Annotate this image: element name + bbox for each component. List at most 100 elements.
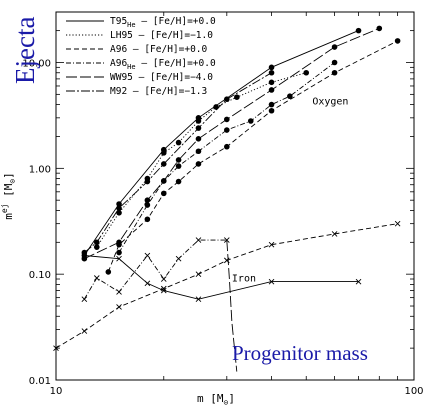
series-line	[83, 30, 359, 256]
data-point	[116, 304, 122, 310]
legend-label: M92 – [Fe/H]=−1.3	[110, 86, 207, 97]
data-point	[53, 345, 59, 351]
data-point	[247, 118, 254, 124]
series-line	[107, 40, 398, 273]
series-oxygen-2	[105, 38, 401, 275]
data-point	[144, 178, 151, 185]
series-line	[118, 62, 335, 253]
data-point	[331, 44, 338, 50]
data-point	[268, 69, 275, 76]
data-point	[116, 201, 122, 207]
data-point	[355, 27, 362, 34]
data-point	[116, 239, 122, 246]
data-point	[144, 216, 151, 223]
data-point	[81, 328, 88, 334]
legend-label: A96 – [Fe/H]=+0.0	[110, 44, 208, 55]
series-line	[84, 72, 272, 253]
data-point	[195, 136, 202, 142]
data-point	[195, 296, 202, 303]
annotation-iron: Iron	[232, 274, 256, 285]
data-point	[175, 139, 182, 146]
data-point	[175, 255, 182, 262]
data-point	[331, 231, 338, 237]
data-point	[105, 269, 112, 275]
data-point	[195, 237, 202, 243]
y-tick-label: 0.10	[29, 270, 51, 281]
data-point	[213, 104, 219, 110]
series-iron-8	[81, 237, 230, 303]
data-point	[331, 69, 338, 76]
data-point	[81, 252, 88, 259]
data-point	[160, 161, 167, 167]
annotation-oxygen: Oxygen	[312, 97, 348, 108]
progenitor-mass-label: Progenitor mass	[232, 341, 368, 365]
series-oxygen-4	[81, 25, 383, 262]
series-iron-6	[81, 252, 362, 303]
data-point	[224, 127, 230, 133]
title-ejecta: Ejecta	[10, 17, 40, 84]
data-point	[144, 280, 151, 287]
data-point	[224, 116, 230, 123]
data-point	[268, 107, 275, 114]
data-point	[331, 59, 338, 66]
data-point	[81, 296, 88, 303]
series-line	[226, 240, 238, 372]
data-point	[195, 125, 202, 131]
y-axis-label: mej [M⊙]	[0, 172, 17, 220]
data-point	[116, 210, 122, 216]
series-line	[96, 72, 307, 248]
data-point	[160, 178, 167, 184]
legend-label: WW95 – [Fe/H]=−4.0	[110, 72, 213, 83]
data-point	[144, 202, 151, 208]
data-point	[268, 87, 275, 93]
data-point	[376, 25, 383, 32]
data-point	[195, 148, 202, 155]
data-point	[394, 38, 401, 44]
data-point	[160, 190, 167, 197]
series-line	[84, 255, 359, 300]
data-point	[116, 249, 122, 256]
data-point	[175, 163, 182, 169]
data-point	[268, 241, 275, 248]
data-point	[175, 178, 182, 185]
data-point	[303, 69, 310, 76]
data-point	[81, 255, 88, 262]
data-point	[116, 289, 122, 295]
x-axis-label: m [M⊙]	[197, 392, 235, 407]
series-line	[83, 239, 227, 300]
series-iron-9	[226, 240, 238, 372]
series-iron-7	[53, 220, 401, 351]
data-point	[268, 278, 275, 285]
legend-label: A96He – [Fe/H]=+0.0	[110, 58, 216, 71]
data-point	[175, 157, 182, 163]
x-tick-label: 100	[404, 386, 423, 397]
data-point	[195, 271, 202, 277]
data-point	[93, 244, 100, 250]
data-point	[394, 220, 401, 227]
data-point	[224, 143, 230, 150]
data-point	[195, 161, 202, 167]
annotations: Oxygen Iron	[232, 97, 349, 285]
plot-frame	[55, 11, 415, 381]
data-point	[93, 239, 100, 246]
y-tick-label: 1.00	[29, 164, 51, 175]
data-point	[268, 79, 275, 86]
data-point	[116, 205, 122, 212]
data-point	[268, 101, 275, 108]
data-point	[116, 255, 122, 262]
data-point	[160, 276, 167, 282]
data-point	[195, 118, 202, 124]
data-point	[160, 150, 167, 156]
data-point	[144, 252, 151, 259]
x-tick-label: 10	[50, 386, 63, 397]
y-tick-label: 0.01	[29, 376, 51, 387]
data-point	[268, 64, 275, 71]
data-point	[224, 96, 230, 102]
data-point	[355, 278, 362, 285]
axis-ticks: 10 100 0.01 0.10 1.00 10.00	[22, 11, 424, 397]
series-layer	[53, 25, 401, 372]
legend-label: T95He – [Fe/H]=+0.0	[110, 16, 216, 29]
data-point	[287, 93, 293, 100]
